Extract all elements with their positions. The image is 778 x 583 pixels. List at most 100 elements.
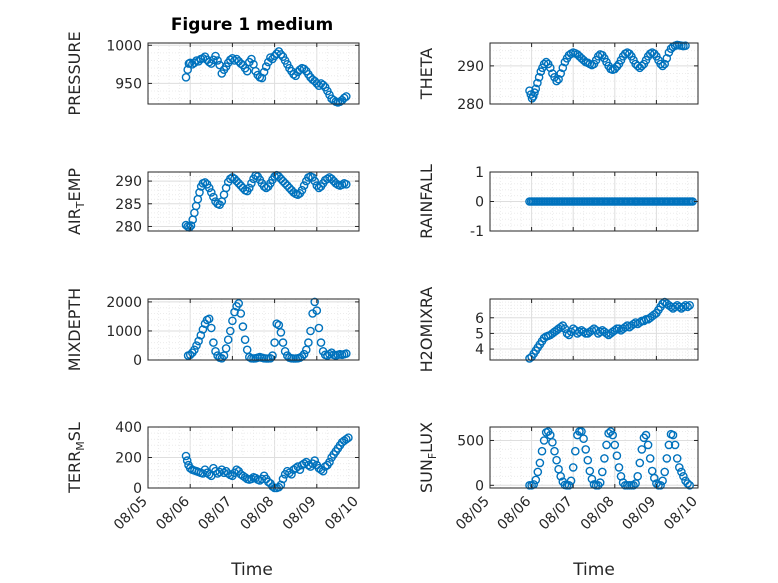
data-point [341,92,351,101]
data-point [660,467,670,477]
y-axis-label: THETA [417,48,436,100]
y-axis-label-rest: EMP [65,168,84,202]
data-point [612,62,622,71]
y-axis-label: TERRMSL [65,422,87,494]
data-point [268,482,277,491]
data-point [259,67,269,77]
data-point [209,192,218,202]
data-point [215,467,224,477]
data-point [552,76,561,86]
y-axis-label: SUNFLUX [417,422,439,493]
data-point [571,446,580,456]
data-point [247,474,256,484]
x-tick-label: 08/08 [238,494,278,534]
data-point [209,338,218,347]
axes-box [489,42,699,105]
y-axis-label: AIRTEMP [65,168,87,235]
x-axis-label-right: Time [572,560,615,580]
data-point [614,463,624,472]
y-tick-label: 500 [457,433,484,449]
subplot-4: -1 0 1 RAINFALL [417,164,699,240]
data-point [287,469,296,479]
data-point [238,322,248,331]
data-point [610,440,620,450]
data-point [662,454,672,463]
data-point [566,476,576,486]
data-point [314,183,324,193]
data-point [530,88,539,97]
axes-box [147,298,360,361]
data-point [190,345,199,355]
data-point [236,59,246,68]
axes-box [147,42,360,105]
data-point [251,473,260,483]
y-tick-label: 280 [457,97,484,113]
data-point [658,476,667,486]
data-point [304,460,313,470]
data-point [525,354,534,363]
data-point [579,434,588,444]
data-point [198,325,208,334]
data-point [637,445,647,454]
data-point [204,314,214,324]
data-point [614,324,624,334]
data-point [261,183,271,193]
data-point [221,344,231,353]
data-point [232,465,241,475]
x-tick-label: 08/05 [111,494,151,534]
subplot-3: 280 285 290 AIRTEMP [65,168,360,235]
data-point [564,480,574,490]
data-point [181,73,191,82]
data-point [554,74,563,84]
data-point [539,59,549,69]
data-point [679,471,688,481]
x-tick-label: 08/09 [280,494,320,534]
data-point [310,176,320,186]
data-point [583,455,593,465]
data-point [535,458,545,468]
data-point [247,178,256,188]
data-point [182,456,192,465]
data-point [339,93,349,103]
data-point [562,329,572,338]
data-point [650,473,659,483]
data-point [533,78,542,88]
y-tick-label: 285 [115,197,142,213]
data-point [683,302,692,312]
y-axis-label: MIXDEPTH [65,288,84,371]
data-point [204,57,214,67]
data-point [635,458,645,468]
y-tick-label: 0 [475,195,484,211]
y-tick-label: 1000 [106,38,142,54]
data-point [204,183,214,193]
data-point [531,475,541,485]
data-point [270,338,279,347]
data-point [213,56,222,65]
y-axis-label-main: TERR [65,451,84,494]
x-tick-label: 08/10 [322,494,362,534]
data-point [263,477,273,487]
data-point [318,466,328,476]
data-point [234,178,243,188]
data-point [341,179,351,189]
data-point [310,456,320,465]
data-point [641,430,651,440]
y-tick-label: 6 [475,311,484,327]
data-point [192,341,201,350]
data-point [677,467,686,477]
data-point [629,480,638,490]
data-point [604,428,613,438]
x-axis-label-left: Time [230,560,273,580]
data-point [550,446,559,456]
data-point [595,478,605,487]
data-point [195,188,204,197]
data-point [664,440,674,450]
data-point [610,64,620,74]
y-axis-label-subscript: T [74,201,87,209]
data-point [181,451,191,461]
y-axis-label-main: SUN [417,459,436,493]
data-point [206,323,216,333]
data-point [602,440,611,450]
y-tick-label: 280 [115,219,142,235]
